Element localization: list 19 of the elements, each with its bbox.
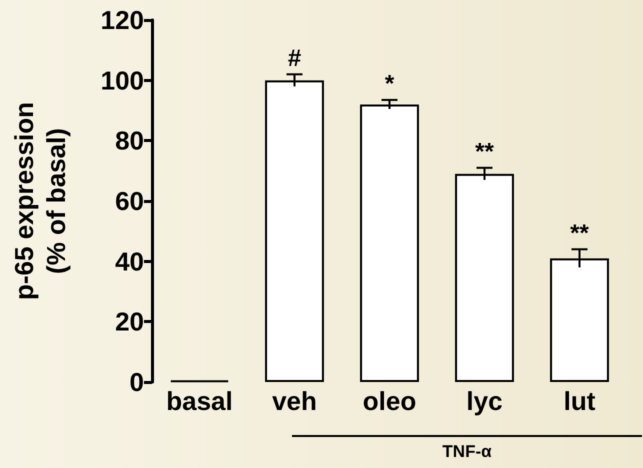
y-tick-label: 60	[115, 186, 144, 216]
text: TNF-α	[441, 442, 493, 462]
annotation: #	[288, 44, 302, 72]
y-axis-title: p-65 expression (% of basal)	[9, 102, 71, 300]
bar	[360, 104, 419, 382]
y-tick-label: 0	[130, 367, 144, 397]
annotation: *	[384, 70, 395, 98]
x-tick-label: basal	[166, 386, 233, 416]
annotation: **	[475, 138, 494, 166]
y-tick-label: 120	[100, 5, 144, 35]
x-tick-label: lyc	[466, 386, 503, 416]
y-tick-label: 80	[115, 126, 144, 156]
y-tick-label: 100	[100, 65, 144, 96]
y-tick-label: 40	[115, 246, 144, 276]
annotation: **	[570, 220, 590, 247]
x-tick-label: oleo	[362, 386, 416, 416]
x-tick-label: lut	[564, 386, 596, 416]
x-tick-label: veh	[272, 386, 317, 416]
y-tick-label: 20	[115, 306, 144, 337]
